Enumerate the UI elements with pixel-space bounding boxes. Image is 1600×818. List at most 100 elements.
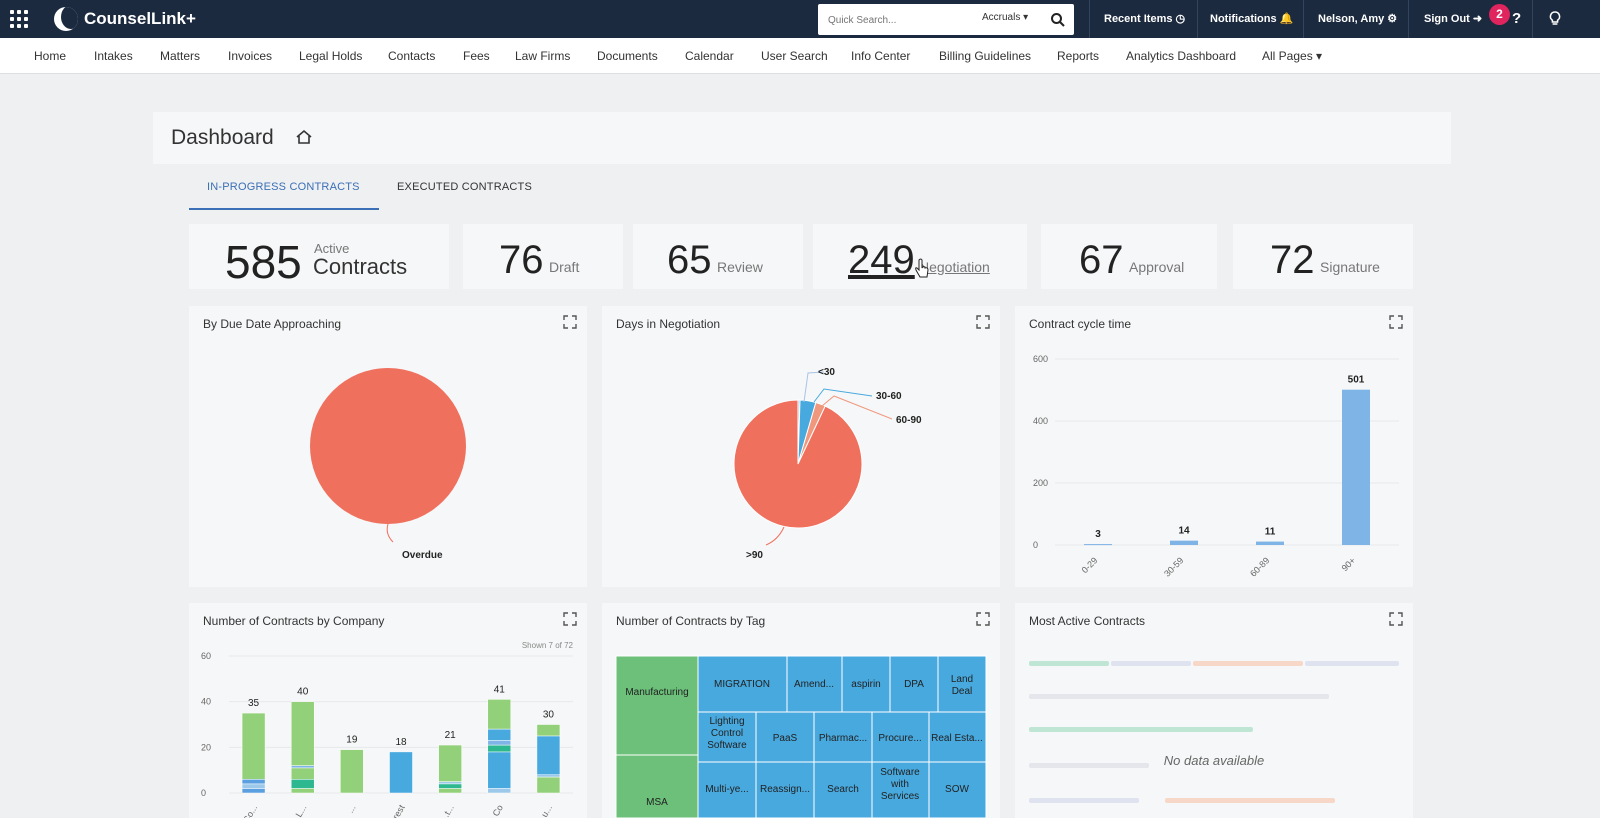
treemap-label: PaaS (773, 733, 798, 744)
stack-segment[interactable] (241, 779, 266, 785)
stat-label: Review (717, 259, 763, 275)
placeholder-bar (1029, 763, 1149, 768)
treemap-cell-paas[interactable] (755, 711, 815, 763)
stack-segment[interactable] (536, 776, 561, 794)
stat-negotiation[interactable]: 249 Negotiation (813, 224, 1027, 289)
treemap-cell-pharmac[interactable] (813, 711, 873, 763)
stack-segment[interactable] (536, 724, 561, 737)
treemap-cell-procure[interactable] (871, 711, 930, 763)
nav-reports[interactable]: Reports (1057, 49, 1100, 63)
treemap-cell-msa[interactable] (615, 754, 699, 818)
nav-home[interactable]: Home (34, 49, 67, 63)
nav-invoices[interactable]: Invoices (228, 49, 273, 63)
notifications-button[interactable]: Notifications 🔔 (1210, 12, 1293, 25)
treemap-cell-search[interactable] (813, 761, 873, 818)
expand-icon[interactable] (563, 612, 577, 626)
tab-executed-contracts[interactable]: EXECUTED CONTRACTS (397, 181, 532, 193)
treemap-cell-manufacturing[interactable] (615, 655, 699, 756)
expand-icon[interactable] (1389, 315, 1403, 329)
lightbulb-icon[interactable] (1549, 11, 1561, 27)
placeholder-bar (1305, 661, 1399, 666)
panel-title: Most Active Contracts (1029, 614, 1146, 628)
bar[interactable] (1170, 540, 1198, 545)
stack-segment[interactable] (487, 788, 512, 794)
tab-in-progress-contracts[interactable]: IN-PROGRESS CONTRACTS (207, 181, 360, 193)
nav-analytics-dashboard[interactable]: Analytics Dashboard (1126, 49, 1237, 63)
treemap-cell-sow[interactable] (928, 761, 987, 818)
app-logo[interactable]: CounselLink+ (54, 7, 196, 31)
nav-documents[interactable]: Documents (597, 49, 658, 63)
user-name: Nelson, Amy (1318, 13, 1385, 25)
treemap-label: DPA (904, 679, 924, 690)
treemap-cell-lighting-control-software[interactable] (697, 711, 757, 763)
stat-review[interactable]: 65 Review (633, 224, 803, 289)
nav-matters[interactable]: Matters (160, 49, 201, 63)
treemap-cell-land-deal[interactable] (937, 655, 987, 713)
stack-segment[interactable] (487, 728, 512, 741)
nav-user-search[interactable]: User Search (761, 49, 828, 63)
app-grid-icon[interactable] (10, 10, 28, 28)
stack-segment[interactable] (487, 744, 512, 753)
bar[interactable] (1342, 389, 1370, 545)
treemap-cell-software-with-services[interactable] (871, 761, 930, 818)
recent-items-button[interactable]: Recent Items ◷ (1104, 12, 1185, 25)
stat-value: 72 (1270, 238, 1315, 282)
home-icon[interactable] (295, 129, 313, 145)
user-menu[interactable]: Nelson, Amy ⚙ (1318, 12, 1397, 25)
nav-law-firms[interactable]: Law Firms (515, 49, 571, 63)
stack-segment[interactable] (487, 699, 512, 730)
stat-signature[interactable]: 72 Signature (1233, 224, 1413, 289)
stack-segment[interactable] (290, 765, 315, 769)
nav-fees[interactable]: Fees (463, 49, 490, 63)
stack-segment[interactable] (438, 788, 462, 794)
help-icon[interactable]: ? (1512, 10, 1522, 27)
expand-icon[interactable] (976, 612, 990, 626)
stat-draft[interactable]: 76 Draft (463, 224, 623, 289)
nav-all-pages[interactable]: All Pages ▾ (1262, 49, 1322, 63)
stack-segment[interactable] (340, 749, 364, 794)
stack-segment[interactable] (536, 735, 561, 775)
stack-segment[interactable] (290, 788, 315, 794)
pie-leader-line (765, 526, 785, 546)
stack-segment[interactable] (438, 783, 462, 789)
nav-legal-holds[interactable]: Legal Holds (299, 49, 363, 63)
nav-calendar[interactable]: Calendar (685, 49, 734, 63)
search-icon[interactable] (1050, 12, 1066, 28)
nav-contacts[interactable]: Contacts (388, 49, 436, 63)
treemap-cell-dpa[interactable] (889, 655, 939, 713)
divider (1089, 0, 1090, 38)
bar[interactable] (1256, 541, 1284, 545)
expand-icon[interactable] (976, 315, 990, 329)
stack-segment[interactable] (389, 751, 413, 794)
search-input[interactable] (828, 11, 968, 29)
stack-segment[interactable] (241, 712, 266, 780)
nav-billing-guidelines[interactable]: Billing Guidelines (939, 49, 1032, 63)
sign-out-button[interactable]: Sign Out ➜ (1424, 12, 1482, 25)
stack-segment[interactable] (290, 767, 315, 780)
pie-slice-overdue[interactable] (310, 368, 466, 524)
treemap-cell-reassign[interactable] (755, 761, 815, 818)
stack-segment[interactable] (536, 774, 561, 778)
bar-total-label: 40 (297, 687, 309, 698)
stack-segment[interactable] (241, 783, 266, 789)
stack-segment[interactable] (438, 781, 462, 785)
bar[interactable] (1084, 544, 1112, 546)
expand-icon[interactable] (563, 315, 577, 329)
nav-info-center[interactable]: Info Center (851, 49, 911, 63)
expand-icon[interactable] (1389, 612, 1403, 626)
stat-approval[interactable]: 67 Approval (1041, 224, 1217, 289)
placeholder-bar (1165, 798, 1335, 803)
x-tick-label: 30-59 (1162, 555, 1185, 578)
stack-segment[interactable] (487, 751, 512, 789)
stack-segment[interactable] (438, 744, 462, 782)
stack-segment[interactable] (290, 779, 315, 789)
stack-segment[interactable] (290, 701, 315, 766)
stack-segment[interactable] (241, 788, 266, 794)
nav-intakes[interactable]: Intakes (94, 49, 133, 63)
treemap-cell-real-esta[interactable] (928, 711, 987, 763)
pie-slice[interactable] (733, 399, 863, 529)
pie-leader-line (386, 523, 394, 543)
search-scope-select[interactable]: Accruals ▾ (982, 12, 1028, 23)
treemap-label: aspirin (851, 679, 880, 690)
stack-segment[interactable] (487, 740, 512, 746)
